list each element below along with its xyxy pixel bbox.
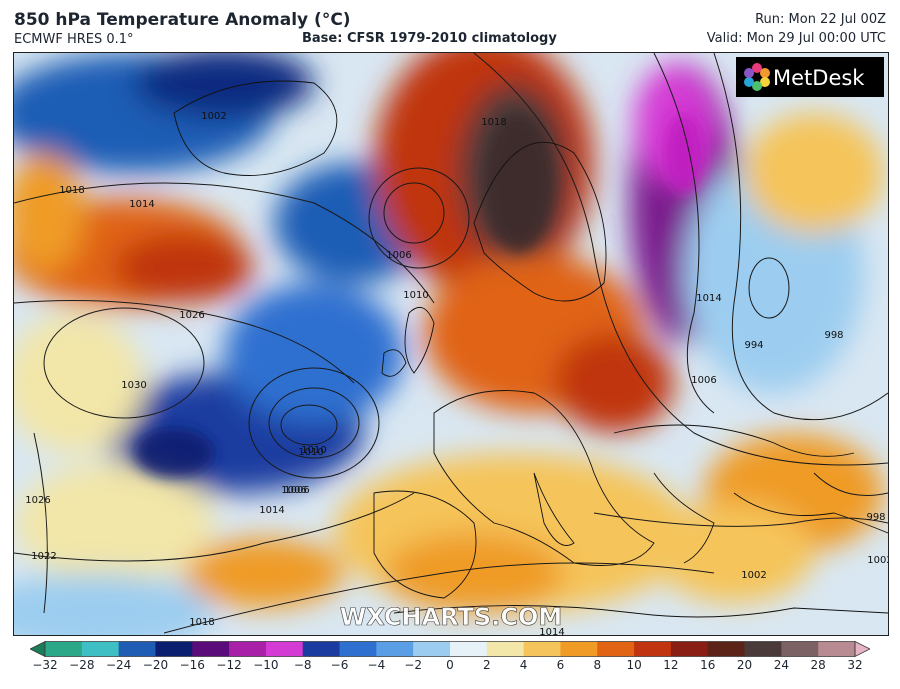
colorbar-segment (192, 641, 230, 657)
colorbar-tick-label: 24 (773, 658, 789, 672)
colorbar-segment (229, 641, 267, 657)
colorbar-tick-label: 16 (700, 658, 716, 672)
colorbar-segment (45, 641, 83, 657)
colorbar-segment (486, 641, 525, 657)
isobar-label: 1010 (403, 290, 428, 301)
isobar-label: 1006 (281, 485, 306, 496)
isobar-label: 1010 (298, 447, 323, 458)
colorbar-tick-label: −12 (216, 658, 242, 672)
colorbar-segment (450, 641, 488, 657)
anomaly-map: MetDesk WXCHARTS.COM 1002 1018 1014 1006 101… (13, 52, 889, 636)
isobar-label: 1014 (696, 293, 721, 304)
colorbar-segment (523, 641, 561, 657)
isobar-label: 1022 (31, 551, 56, 562)
colorbar-tick-label: 0 (446, 658, 454, 672)
colorbar-segment (81, 641, 120, 657)
isobar-label: 1010 (301, 445, 326, 456)
isobar-label: 1018 (189, 617, 214, 628)
colorbar-tick-label: −24 (105, 658, 132, 672)
colorbar-min-arrow (30, 641, 46, 657)
colorbar-tick-label: −8 (293, 658, 312, 672)
colorbar-tick-label: −20 (142, 658, 169, 672)
coastlines (173, 80, 888, 618)
isobar-label: 1018 (59, 185, 84, 196)
colorbar-tick-label: 8 (593, 658, 602, 672)
model-label: ECMWF HRES 0.1° (14, 32, 134, 47)
base-climatology-label: Base: CFSR 1979-2010 climatology (302, 31, 557, 46)
colorbar-tick-label: −4 (367, 658, 386, 672)
isobars (14, 53, 888, 634)
map-canvas: MetDesk WXCHARTS.COM 1002 1018 1014 1006 101… (14, 53, 888, 635)
colorbar-segment (707, 641, 746, 657)
isobar-label: 998 (824, 330, 843, 341)
colorbar-tick-label: −10 (253, 658, 279, 672)
colorbar-segment (118, 641, 156, 657)
isobar-label: 1002 (867, 555, 888, 566)
colorbar-segment (413, 641, 451, 657)
colorbar-segment (670, 641, 709, 657)
colorbar-segment (339, 641, 377, 657)
isobar-label: 1002 (741, 570, 766, 581)
colorbar-segment (155, 641, 193, 657)
colorbar-segment (302, 641, 341, 657)
colorbar-segment (560, 641, 598, 657)
colorbar-segment (781, 641, 819, 657)
colorbar (30, 641, 870, 657)
metdesk-brand: MetDesk (773, 66, 865, 90)
isobar-label: 1006 (284, 485, 309, 496)
colorbar-segment (597, 641, 635, 657)
isobar-label: 1026 (179, 310, 204, 321)
isobar-label: 1006 (691, 375, 716, 386)
isobar-label: 998 (866, 512, 885, 523)
colorbar-tick-label: −6 (330, 658, 349, 672)
colorbar-tick-label: 32 (847, 658, 863, 672)
anomaly-field (14, 53, 888, 635)
colorbar-tick-label: 4 (519, 658, 528, 672)
colorbar-tick-label: 12 (663, 658, 679, 672)
metdesk-star-icon (744, 63, 770, 91)
colorbar-tick-label: −28 (69, 658, 95, 672)
colorbar-tick-label: 6 (556, 658, 565, 672)
isobar-label: 1014 (259, 505, 284, 516)
run-time-label: Run: Mon 22 Jul 00Z (755, 12, 886, 27)
chart-title: 850 hPa Temperature Anomaly (°C) (14, 10, 351, 30)
isobar-label: 1014 (539, 627, 564, 635)
colorbar-tick-label: 2 (482, 658, 491, 672)
wxcharts-watermark: WXCHARTS.COM (340, 603, 562, 631)
colorbar-segment (634, 641, 672, 657)
colorbar-tick-label: 20 (736, 658, 753, 672)
colorbar-ticks: −32 −28 −24 −20 −16 −12 −10 −8 −6 −4 −2 0 2 4 6 8 10 12 16… (0, 658, 900, 680)
colorbar-tick-label: −2 (404, 658, 423, 672)
metdesk-logo: MetDesk (736, 57, 884, 97)
colorbar-segment (744, 641, 782, 657)
isobar-label: 1002 (201, 111, 226, 122)
colorbar-segment (818, 641, 856, 657)
isobar-label: 1018 (481, 117, 506, 128)
isobar-label: 1026 (25, 495, 50, 506)
isobar-label: 994 (744, 340, 763, 351)
colorbar-tick-label: 28 (810, 658, 826, 672)
isobar-label: 1006 (386, 250, 411, 261)
colorbar-segment (376, 641, 414, 657)
colorbar-tick-label: 10 (626, 658, 642, 672)
isobar-label: 1014 (129, 199, 154, 210)
colorbar-max-arrow (854, 641, 870, 657)
colorbar-segment (265, 641, 304, 657)
colorbar-tick-label: −16 (179, 658, 205, 672)
colorbar-tick-label: −32 (32, 658, 58, 672)
isobar-label: 1030 (121, 380, 146, 391)
valid-time-label: Valid: Mon 29 Jul 00:00 UTC (706, 31, 886, 46)
